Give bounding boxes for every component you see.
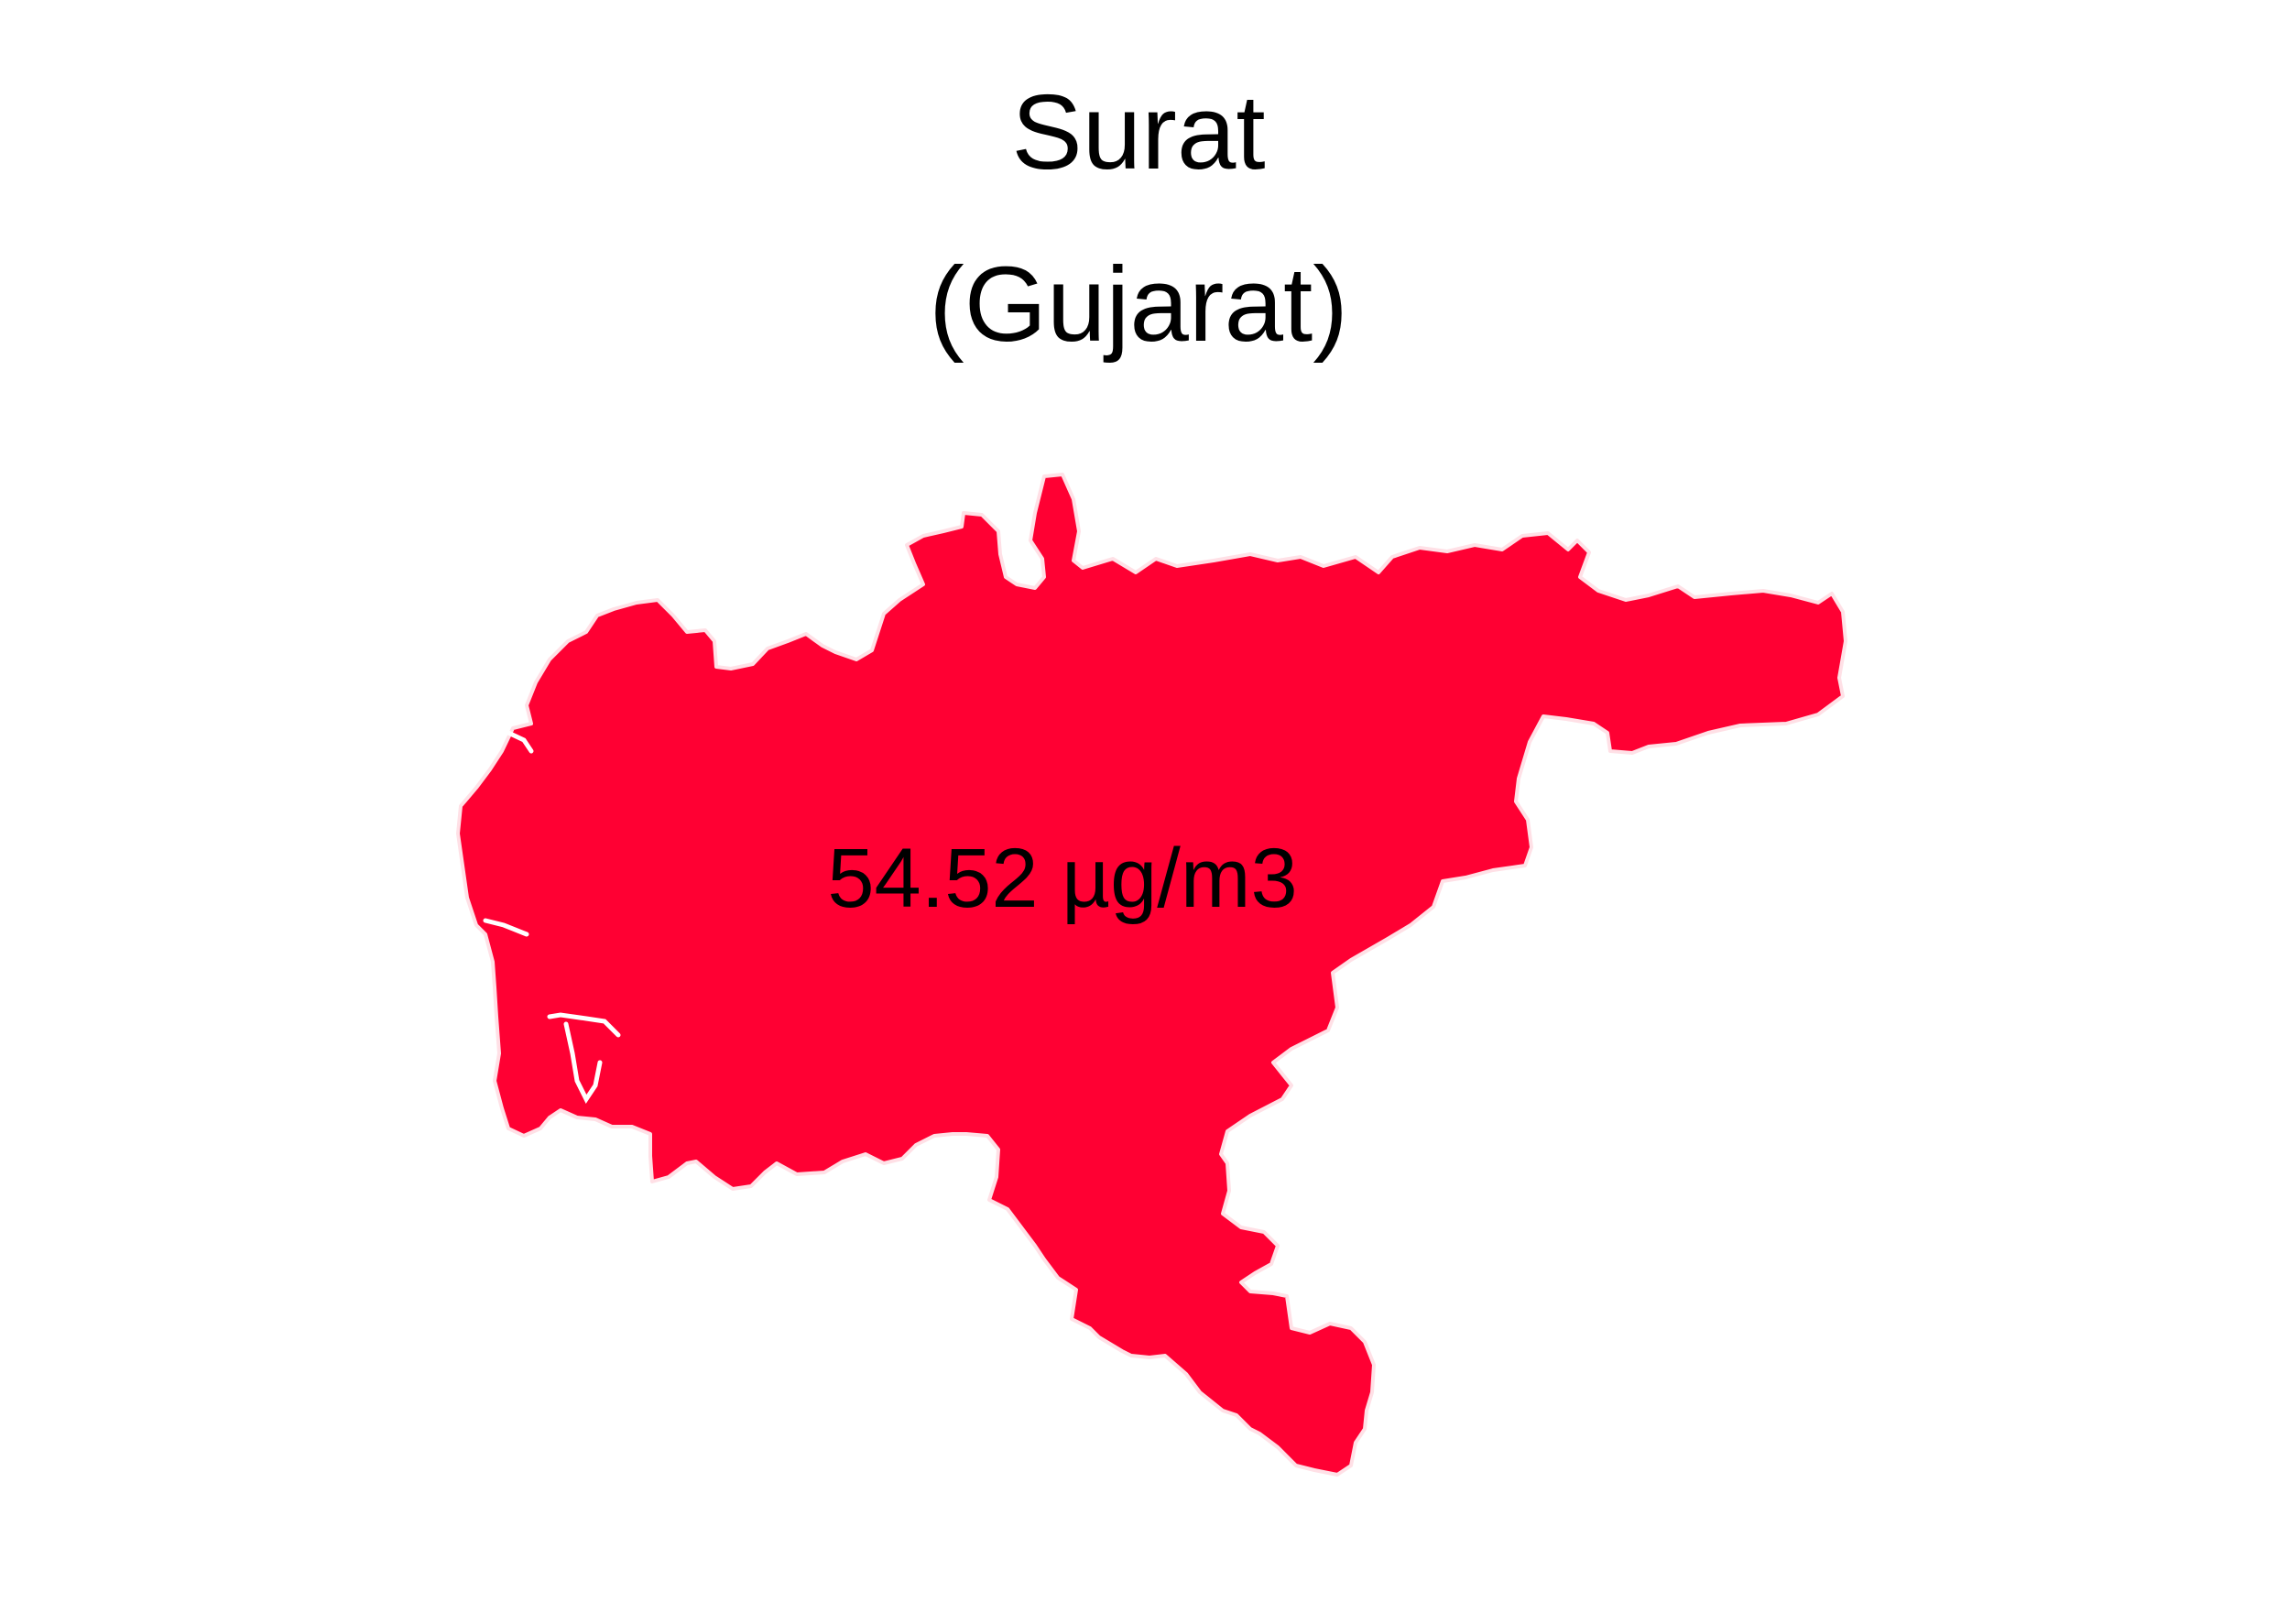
estuary-channel-line <box>563 1021 603 1104</box>
coastal-inlet-line <box>483 918 529 937</box>
coastal-creek-line <box>506 730 534 754</box>
map-title: Surat <box>1011 72 1266 191</box>
map-title-block: Surat (Gujarat) <box>0 46 2277 390</box>
region-value-label: 54.52 µg/m3 <box>827 832 1297 925</box>
map-subtitle: (Gujarat) <box>929 245 1348 364</box>
surat-district-shape <box>456 473 1847 1477</box>
river-estuary-line <box>547 1012 621 1038</box>
